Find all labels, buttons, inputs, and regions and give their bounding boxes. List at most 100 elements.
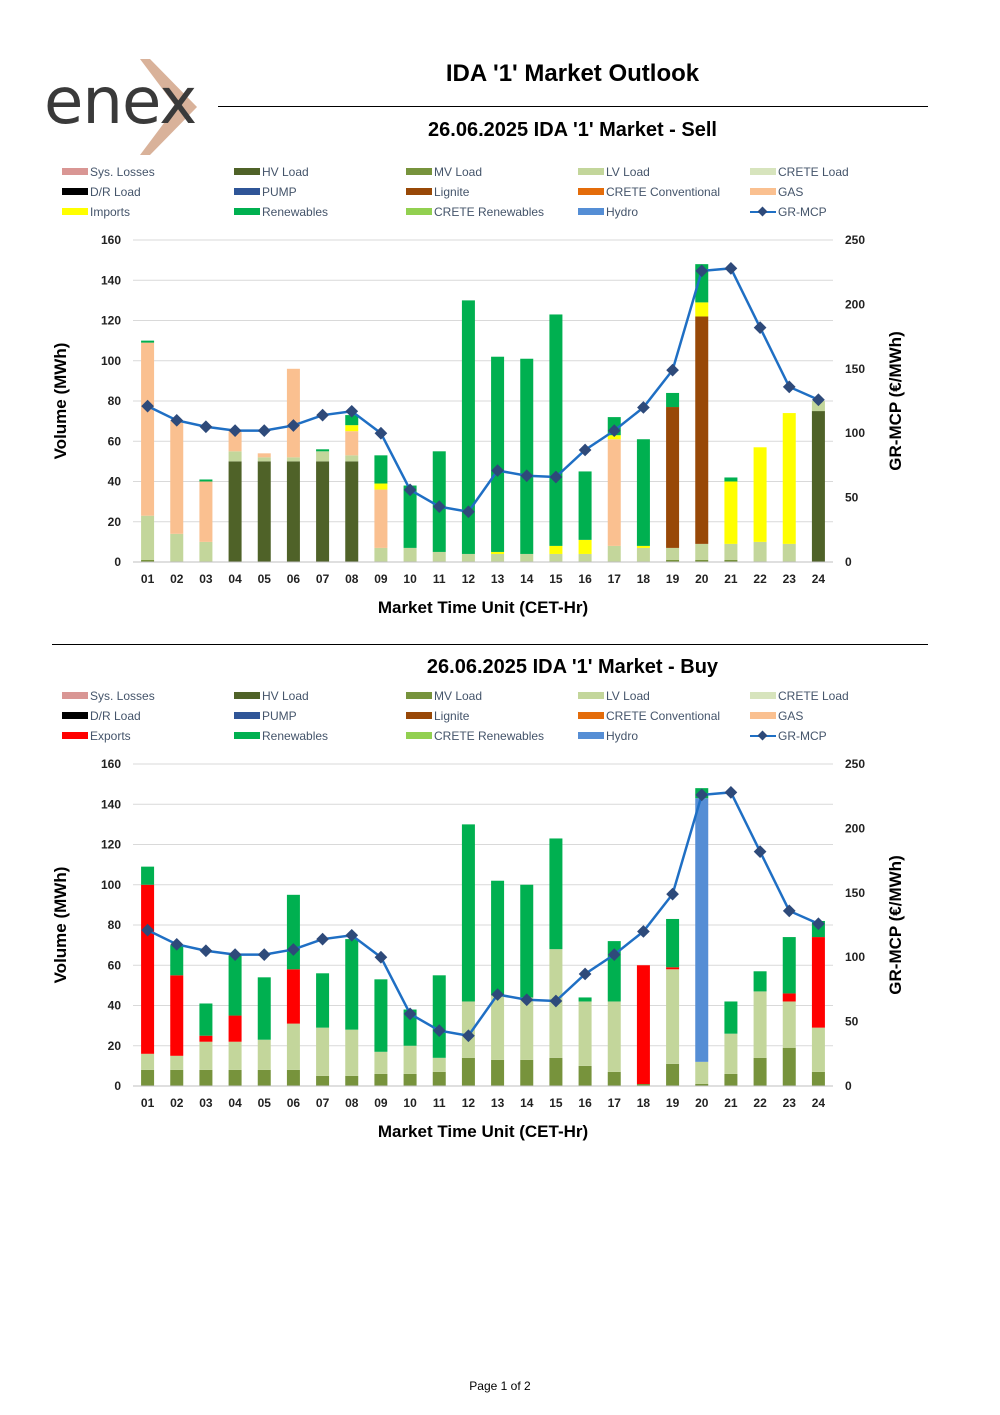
bar-mv-load <box>491 1059 505 1086</box>
legend-label: PUMP <box>262 185 297 199</box>
legend-label: HV Load <box>262 165 309 179</box>
bar-lv-load <box>286 457 300 462</box>
mcp-point <box>462 1029 475 1043</box>
bar-imports <box>695 302 709 317</box>
bar-imports <box>491 551 505 554</box>
legend-swatch <box>578 692 604 700</box>
y-tick-label: 160 <box>101 757 121 771</box>
legend-item-crete-renewables: CRETE Renewables <box>406 728 544 744</box>
mcp-point <box>199 944 213 958</box>
bar-renewables <box>636 439 650 546</box>
legend-item-renewables: Renewables <box>234 204 328 220</box>
x-tick-label: 19 <box>666 572 680 586</box>
legend-item-hydro: Hydro <box>578 728 638 744</box>
legend-swatch <box>578 168 604 176</box>
legend-item-lv-load: LV Load <box>578 164 650 180</box>
legend-swatch <box>578 732 604 740</box>
y-tick-label: 120 <box>101 314 121 328</box>
legend-label: CRETE Renewables <box>434 205 545 219</box>
bar-mv-load <box>607 1071 621 1086</box>
bar-renewables <box>724 477 738 482</box>
bar-lv-load <box>461 553 475 562</box>
y2-tick-label: 150 <box>845 886 865 900</box>
bar-lv-load <box>520 553 534 562</box>
x-tick-label: 02 <box>170 572 184 586</box>
x-tick-label: 08 <box>345 1096 359 1110</box>
bar-lv-load <box>607 545 621 562</box>
bar-lv-load <box>316 1027 330 1076</box>
y-tick-label: 140 <box>101 797 121 811</box>
x-tick-label: 18 <box>637 1096 651 1110</box>
mcp-point <box>257 424 271 437</box>
bar-hv-load <box>345 461 359 562</box>
bar-mv-load <box>257 1069 271 1086</box>
bar-mv-load <box>199 1069 213 1086</box>
legend-label: GAS <box>778 709 804 723</box>
mcp-point <box>170 413 184 427</box>
bar-renewables <box>199 1003 213 1036</box>
legend-label: Sys. Losses <box>90 689 155 703</box>
x-tick-label: 09 <box>374 1096 388 1110</box>
legend-swatch <box>62 188 88 196</box>
mcp-point <box>199 420 213 434</box>
bar-gas <box>374 489 388 548</box>
x-tick-label: 15 <box>549 1096 563 1110</box>
legend-swatch <box>62 692 88 700</box>
bar-imports <box>753 447 767 542</box>
bar-renewables <box>724 1001 738 1034</box>
x-tick-label: 20 <box>695 572 709 586</box>
bar-imports <box>607 435 621 440</box>
bar-lv-load <box>199 1041 213 1070</box>
bar-lv-load <box>345 455 359 462</box>
bar-lv-load <box>695 543 709 560</box>
bar-hv-load <box>286 461 300 562</box>
bar-renewables <box>316 449 330 452</box>
bar-lv-load <box>141 515 155 560</box>
bar-gas <box>286 368 300 458</box>
legend-item-mv-load: MV Load <box>406 164 482 180</box>
mcp-point <box>374 950 388 964</box>
y2-axis-title: GR-MCP (€/MWh) <box>886 855 905 994</box>
bar-renewables <box>345 415 359 426</box>
bar-lv-load <box>578 553 592 562</box>
bar-lv-load <box>695 1061 709 1084</box>
bar-lv-load <box>491 553 505 562</box>
y2-tick-label: 100 <box>845 426 865 440</box>
y-tick-label: 0 <box>114 1079 121 1093</box>
y2-tick-label: 0 <box>845 1079 852 1093</box>
mcp-point <box>316 408 329 422</box>
bar-lignite <box>695 316 709 544</box>
bar-imports <box>578 539 592 554</box>
x-tick-label: 16 <box>578 1096 592 1110</box>
bar-mv-load <box>286 1069 300 1086</box>
legend-item-exports: Exports <box>62 728 131 744</box>
y2-tick-label: 100 <box>845 950 865 964</box>
x-tick-label: 09 <box>374 572 388 586</box>
bar-exports <box>199 1035 213 1042</box>
x-tick-label: 13 <box>491 572 505 586</box>
legend-swatch <box>234 208 260 216</box>
mcp-point <box>228 948 242 961</box>
bar-lv-load <box>636 547 650 562</box>
buy-chart-title: 26.06.2025 IDA '1' Market - Buy <box>426 656 719 678</box>
bar-imports <box>374 483 388 490</box>
legend-label: LV Load <box>606 165 650 179</box>
mcp-point <box>491 464 504 477</box>
legend-item-hv-load: HV Load <box>234 164 309 180</box>
mcp-point <box>374 426 388 440</box>
legend-item-renewables: Renewables <box>234 728 328 744</box>
bar-renewables <box>666 918 680 968</box>
bar-mv-load <box>374 1073 388 1086</box>
x-tick-label: 01 <box>141 1096 155 1110</box>
x-tick-label: 04 <box>228 572 242 586</box>
legend-label: Lignite <box>434 709 470 723</box>
y2-tick-label: 150 <box>845 362 865 376</box>
bar-renewables <box>753 971 767 992</box>
bar-lv-load <box>520 997 534 1060</box>
bar-mv-load <box>782 1047 796 1086</box>
x-axis-title: Market Time Unit (CET-Hr) <box>378 1122 588 1141</box>
bar-lv-load <box>666 547 680 560</box>
mcp-point <box>316 932 329 946</box>
bar-renewables <box>549 314 563 546</box>
